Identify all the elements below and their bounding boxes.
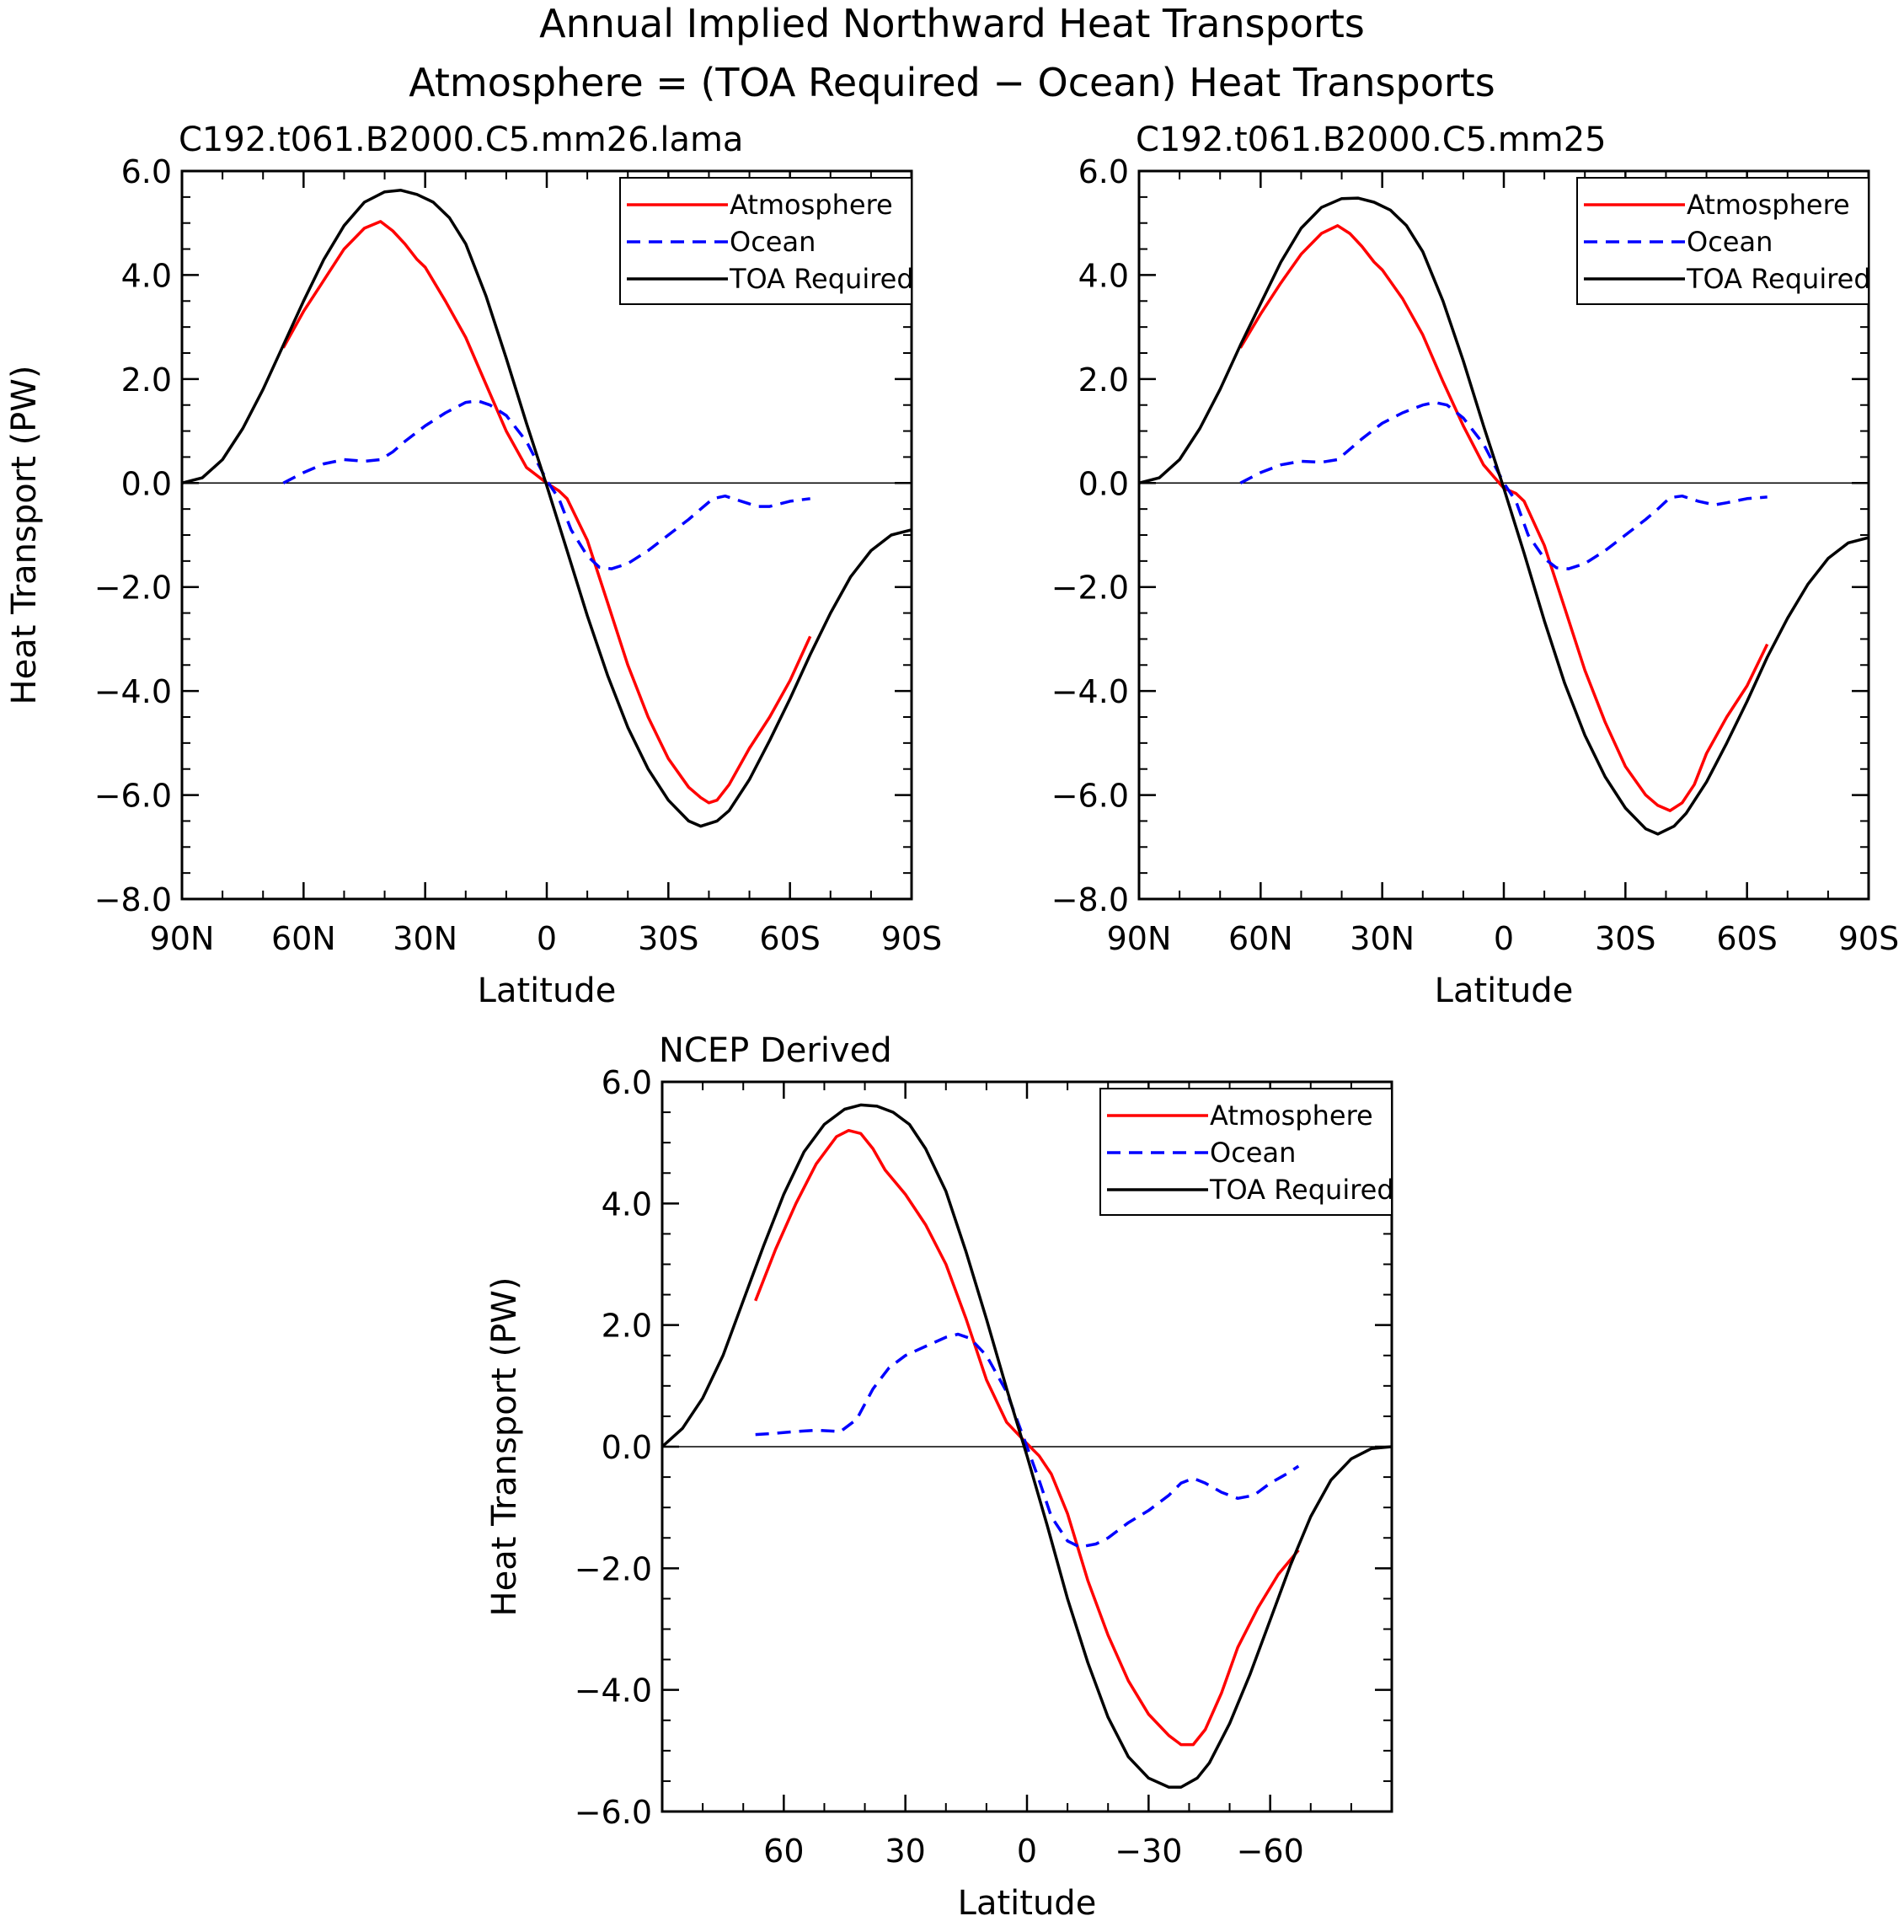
x-tick-label: 90S (1838, 920, 1899, 957)
y-axis-label: Heat Transport (PW) (485, 1277, 524, 1617)
legend-label: Atmosphere (1687, 189, 1850, 221)
x-tick-label: 60N (1228, 920, 1293, 957)
series-line-atmosphere (281, 220, 812, 805)
x-tick-label: 60S (759, 920, 820, 957)
legend-label: Ocean (730, 226, 816, 258)
y-tick-label: −8.0 (1051, 881, 1129, 918)
legend: Atmosphere Ocean TOA Required (619, 177, 914, 305)
panel-title: NCEP Derived (659, 1031, 892, 1070)
series-line-atmosphere (1238, 224, 1769, 812)
legend: Atmosphere Ocean TOA Required (1576, 177, 1871, 305)
x-tick-label: 30S (1595, 920, 1655, 957)
x-tick-label: 60N (271, 920, 336, 957)
x-tick-label: 30N (1350, 920, 1415, 957)
y-tick-label: 4.0 (1078, 257, 1129, 294)
x-tick-label: 30 (885, 1833, 925, 1870)
y-tick-label: −4.0 (94, 673, 172, 710)
series-line-toa-required (661, 1103, 1393, 1789)
legend-label: TOA Required (1209, 1174, 1394, 1206)
y-tick-label: 6.0 (1078, 153, 1129, 190)
series-line-toa-required (181, 189, 912, 828)
x-tick-label: 90N (1107, 920, 1172, 957)
x-tick-label: 0 (1494, 920, 1514, 957)
x-tick-label: 60 (763, 1833, 804, 1870)
legend-box (1576, 177, 1869, 305)
series-line-ocean (755, 1332, 1300, 1549)
legend-label: Ocean (1687, 226, 1773, 258)
legend-label: TOA Required (729, 263, 914, 295)
x-tick-label: 60S (1716, 920, 1777, 957)
panel-title: C192.t061.B2000.C5.mm25 (1136, 120, 1607, 159)
y-tick-label: −6.0 (1051, 778, 1129, 815)
y-tick-label: −2.0 (1051, 570, 1129, 607)
y-tick-label: 0.0 (1078, 465, 1129, 502)
y-tick-label: 2.0 (602, 1308, 652, 1345)
x-tick-label: −60 (1237, 1833, 1304, 1870)
y-tick-label: 4.0 (121, 257, 172, 294)
x-axis-label: Latitude (1435, 971, 1574, 1010)
chart-panel-3: 6.0 4.0 2.0 0.0 −2.0 −4.0 −6.0 60 30 0 −30 −60 NCEP … (485, 1031, 1394, 1923)
legend-box (1099, 1088, 1393, 1216)
y-tick-label: 6.0 (121, 153, 172, 190)
x-axis-label: Latitude (958, 1884, 1097, 1923)
x-tick-label: 0 (537, 920, 557, 957)
y-tick-label: 6.0 (602, 1064, 652, 1101)
legend-label: TOA Required (1686, 263, 1871, 295)
x-axis-label: Latitude (478, 971, 617, 1010)
panel-title: C192.t061.B2000.C5.mm26.lama (179, 120, 743, 159)
series-line-ocean (1239, 400, 1768, 570)
y-tick-label: −2.0 (94, 570, 172, 607)
y-tick-label: −6.0 (94, 778, 172, 815)
y-tick-label: −4.0 (575, 1672, 652, 1710)
y-tick-label: 2.0 (1078, 361, 1129, 399)
y-tick-label: −4.0 (1051, 673, 1129, 710)
x-tick-label: 0 (1017, 1833, 1037, 1870)
series-line-atmosphere (754, 1128, 1300, 1747)
y-tick-label: −2.0 (575, 1550, 652, 1587)
legend-label: Atmosphere (730, 189, 893, 221)
legend-label: Ocean (1210, 1137, 1296, 1169)
x-tick-label: 90S (881, 920, 942, 957)
y-tick-label: 2.0 (121, 361, 172, 399)
legend: Atmosphere Ocean TOA Required (1099, 1088, 1394, 1216)
x-tick-label: −30 (1115, 1833, 1182, 1870)
y-tick-label: 0.0 (602, 1429, 652, 1466)
figure-title-line1: Annual Implied Northward Heat Transports (539, 1, 1365, 46)
y-tick-label: −6.0 (575, 1794, 652, 1831)
series-line-ocean (282, 399, 810, 570)
x-tick-label: 30S (638, 920, 698, 957)
legend-box (619, 177, 912, 305)
y-tick-label: 0.0 (121, 465, 172, 502)
figure-title-line2: Atmosphere = (TOA Required − Ocean) Heat… (409, 60, 1495, 105)
y-tick-label: −8.0 (94, 881, 172, 918)
x-tick-label: 90N (150, 920, 215, 957)
y-axis-label: Heat Transport (PW) (5, 366, 44, 705)
y-tick-label: 4.0 (602, 1185, 652, 1223)
series-line-toa-required (1138, 196, 1869, 836)
legend-label: Atmosphere (1210, 1100, 1373, 1132)
x-tick-label: 30N (393, 920, 457, 957)
